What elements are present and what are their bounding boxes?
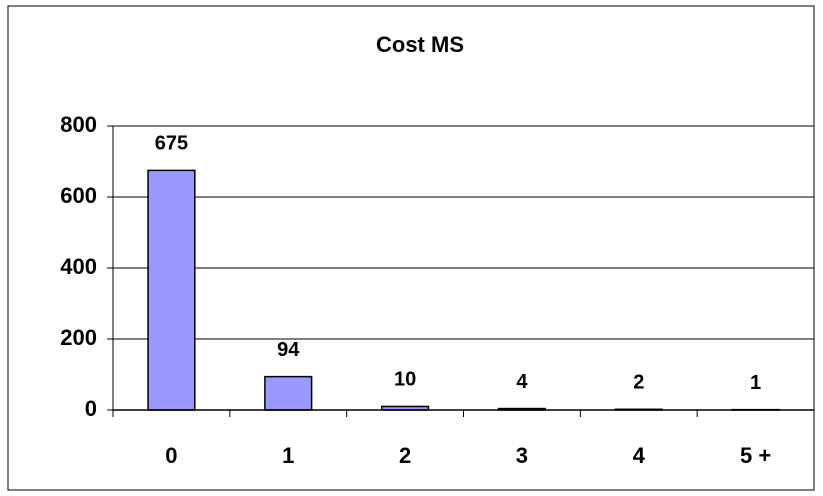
x-tick-label: 0 xyxy=(165,443,177,468)
y-tick-label: 400 xyxy=(60,254,97,279)
chart-title: Cost MS xyxy=(376,32,464,57)
x-tick-label: 2 xyxy=(399,443,411,468)
x-tick-label: 5 + xyxy=(740,443,771,468)
y-tick-label: 200 xyxy=(60,325,97,350)
data-label: 10 xyxy=(394,369,416,391)
data-label: 2 xyxy=(633,372,644,394)
data-label: 4 xyxy=(516,371,528,393)
chart-border xyxy=(7,5,815,491)
x-tick-label: 1 xyxy=(282,443,294,468)
x-tick-label: 4 xyxy=(633,443,646,468)
bar xyxy=(264,375,313,411)
data-label: 94 xyxy=(277,339,300,361)
data-label: 675 xyxy=(155,133,188,155)
y-tick-label: 0 xyxy=(85,396,97,421)
data-label: 1 xyxy=(750,372,761,394)
y-tick-label: 600 xyxy=(60,183,97,208)
y-tick-label: 800 xyxy=(60,112,97,137)
bar xyxy=(147,169,196,411)
x-tick-label: 3 xyxy=(516,443,528,468)
